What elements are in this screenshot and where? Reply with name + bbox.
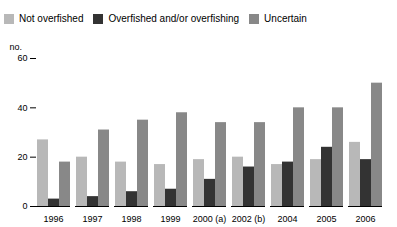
svg-text:2005: 2005 xyxy=(316,214,336,224)
svg-text:2004: 2004 xyxy=(277,214,297,224)
svg-text:no.: no. xyxy=(10,42,23,52)
html-text:Uncertain: Uncertain xyxy=(264,13,307,24)
svg-text:2000 (a): 2000 (a) xyxy=(193,214,227,224)
svg-text:2006: 2006 xyxy=(355,214,375,224)
html-text:Overfished and/or overfishing: Overfished and/or overfishing xyxy=(108,13,240,24)
svg-text:2002 (b): 2002 (b) xyxy=(232,214,266,224)
svg-text:60: 60 xyxy=(17,53,27,63)
svg-text:0: 0 xyxy=(22,201,27,211)
svg-text:1998: 1998 xyxy=(121,214,141,224)
svg-text:1997: 1997 xyxy=(82,214,102,224)
svg-text:1999: 1999 xyxy=(160,214,180,224)
svg-text:20: 20 xyxy=(17,152,27,162)
svg-text:40: 40 xyxy=(17,103,27,113)
html-text:Not overfished: Not overfished xyxy=(19,13,84,24)
svg-text:1996: 1996 xyxy=(43,214,63,224)
